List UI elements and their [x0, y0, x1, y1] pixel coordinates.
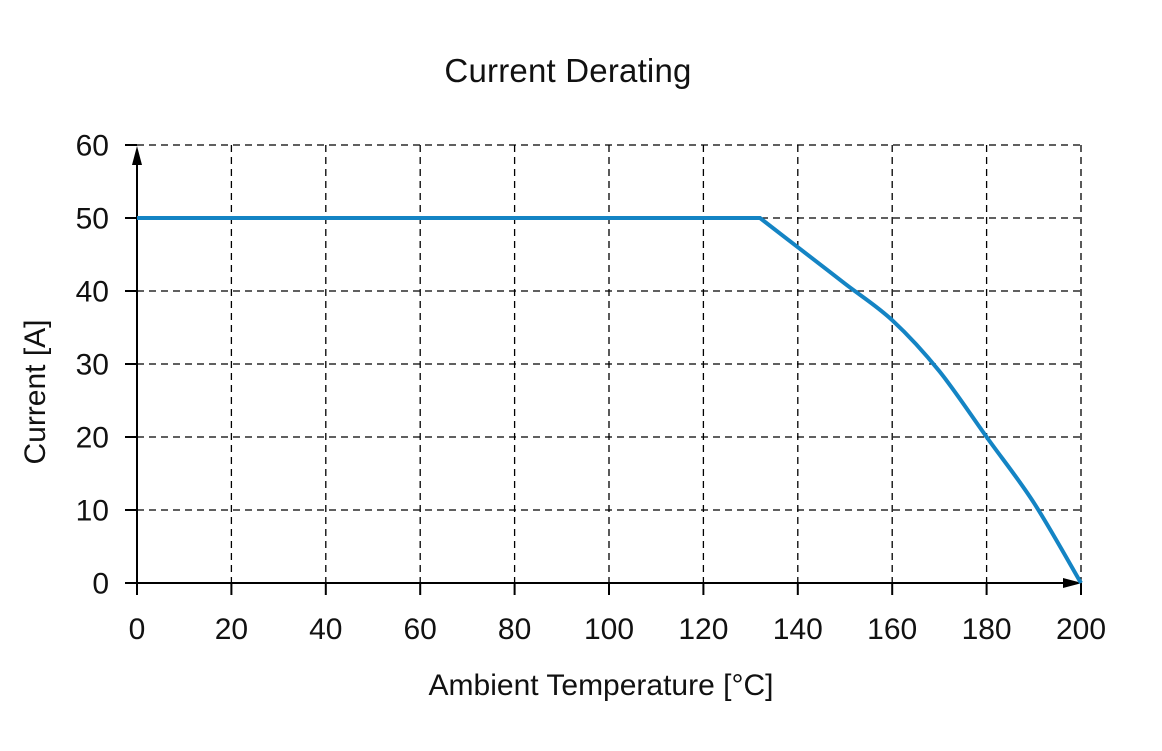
x-tick-label: 40 [309, 613, 342, 646]
x-tick-label: 180 [962, 613, 1012, 646]
x-axis-title: Ambient Temperature [°C] [428, 669, 774, 702]
y-tick-label: 50 [76, 203, 109, 236]
derating-curve [137, 216, 1083, 585]
x-tick-label: 0 [129, 613, 146, 646]
x-tick-label: 20 [215, 613, 248, 646]
y-axis-title: Current [A] [19, 319, 52, 465]
x-tick-label: 80 [498, 613, 531, 646]
y-axis-arrowhead [132, 146, 142, 165]
y-tick-label: 20 [76, 422, 109, 455]
x-tick-label: 140 [773, 613, 823, 646]
y-tick-label: 40 [76, 276, 109, 309]
x-tick-label: 200 [1056, 613, 1106, 646]
x-tick-label: 120 [678, 613, 728, 646]
chart-title: Current Derating [444, 52, 692, 89]
y-tick-label: 10 [76, 495, 109, 528]
y-tick-label: 60 [76, 130, 109, 163]
x-tick-label: 60 [404, 613, 437, 646]
x-axis-arrowhead [1063, 578, 1082, 588]
x-tick-label: 160 [867, 613, 917, 646]
y-tick-label: 0 [92, 568, 109, 601]
x-tick-label: 100 [584, 613, 634, 646]
y-tick-label: 30 [76, 349, 109, 382]
